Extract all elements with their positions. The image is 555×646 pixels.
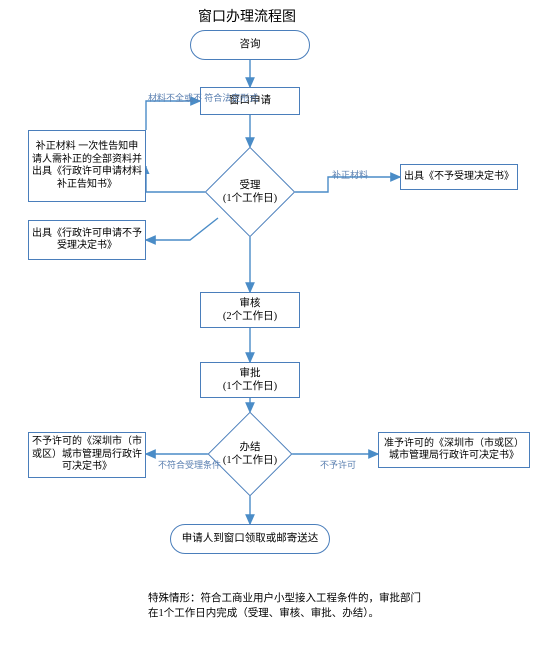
- edge-accept-noacc: [146, 218, 218, 240]
- node-review: 审核 (2个工作日): [200, 292, 300, 328]
- node-deny-doc: 不予许可的《深圳市（市或区）城市管理局行政许可决定书》: [28, 432, 146, 478]
- footnote-line1: 特殊情形：符合工商业用户小型接入工程条件的，审批部门: [148, 592, 421, 607]
- edge-label-correct-return: 材料不全或不 符合法定形式: [148, 91, 258, 104]
- edge-accept-correct: [146, 166, 205, 192]
- node-grant-doc: 准予许可的《深圳市（市或区）城市管理局行政许可决定书》: [378, 432, 530, 468]
- node-grant-doc-label: 准予许可的《深圳市（市或区）城市管理局行政许可决定书》: [381, 438, 527, 463]
- node-accept-label: 受理 (1个工作日): [218, 160, 282, 224]
- node-reject-doc: 出具《不予受理决定书》: [400, 164, 518, 190]
- node-consult: 咨询: [190, 30, 310, 60]
- node-accept: 受理 (1个工作日): [218, 160, 282, 224]
- node-deliver-label: 申请人到窗口领取或邮寄送达: [182, 532, 319, 545]
- node-consult-label: 咨询: [240, 38, 261, 51]
- node-correct-label: 补正材料 一次性告知申请人需补正的全部资料并出具《行政许可申请材料补正告知书》: [31, 141, 143, 191]
- node-noacc-doc-label: 出具《行政许可申请不予受理决定书》: [31, 228, 143, 253]
- node-deliver: 申请人到窗口领取或邮寄送达: [170, 524, 330, 554]
- edge-label-not-acceptable: 补正材料: [332, 168, 368, 181]
- node-deny-doc-label: 不予许可的《深圳市（市或区）城市管理局行政许可决定书》: [31, 436, 143, 474]
- node-approve-label: 审批 (1个工作日): [223, 367, 277, 393]
- node-correct: 补正材料 一次性告知申请人需补正的全部资料并出具《行政许可申请材料补正告知书》: [28, 130, 146, 202]
- node-finish: 办结 (1个工作日): [220, 424, 280, 484]
- node-reject-doc-label: 出具《不予受理决定书》: [404, 171, 514, 184]
- node-approve: 审批 (1个工作日): [200, 362, 300, 398]
- page-title: 窗口办理流程图: [198, 6, 296, 26]
- footnote-line2: 在1个工作日内完成（受理、审核、审批、办结）。: [148, 607, 421, 622]
- node-review-label: 审核 (2个工作日): [223, 297, 277, 323]
- node-noacc-doc: 出具《行政许可申请不予受理决定书》: [28, 220, 146, 260]
- edge-correct-apply: [146, 101, 200, 130]
- edge-label-deny: 不符合受理条件: [158, 458, 221, 471]
- node-finish-label: 办结 (1个工作日): [220, 424, 280, 484]
- edge-label-grant: 不予许可: [320, 458, 356, 471]
- footnote: 特殊情形：符合工商业用户小型接入工程条件的，审批部门 在1个工作日内完成（受理、…: [148, 592, 421, 621]
